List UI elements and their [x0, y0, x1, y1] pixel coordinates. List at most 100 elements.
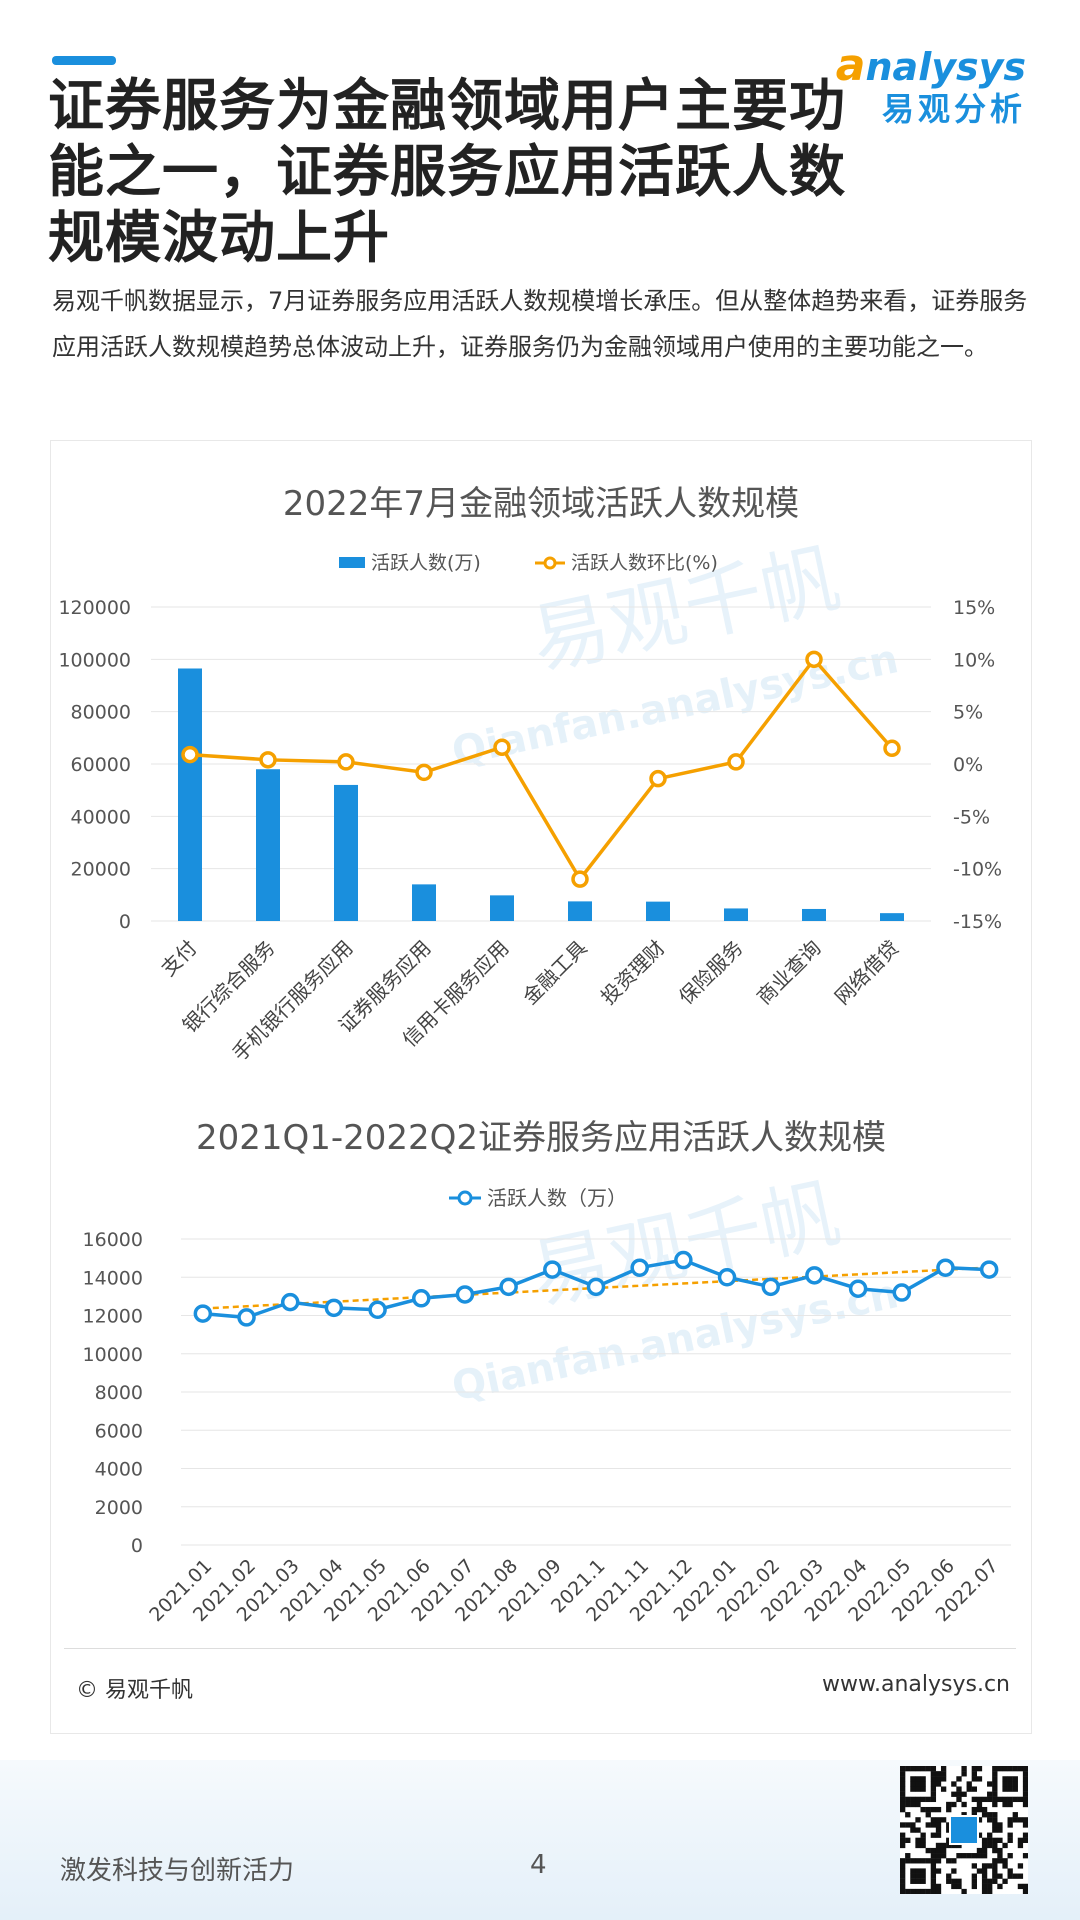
chart1-xlabel: 支付 [156, 936, 201, 981]
qr-module [910, 1858, 916, 1864]
chart1-ratio-point [883, 739, 901, 758]
qr-module [930, 1781, 937, 1787]
qr-module [976, 1817, 983, 1823]
qr-module [900, 1842, 906, 1849]
qr-module [971, 1766, 977, 1772]
chart1-y2tick: 10% [953, 649, 995, 671]
qr-module [1022, 1837, 1028, 1843]
qr-module [976, 1801, 983, 1808]
qr-module [910, 1801, 916, 1808]
qr-module [956, 1883, 962, 1890]
qr-module [900, 1863, 906, 1869]
qr-module [1002, 1786, 1008, 1792]
chart1-ratio-point [649, 769, 667, 788]
qr-module [920, 1786, 926, 1792]
qr-module [1012, 1817, 1018, 1823]
logo-english: nalysys [865, 45, 1027, 89]
qr-module [930, 1771, 937, 1777]
chart1-y2tick: -10% [953, 859, 1002, 881]
qr-module [905, 1812, 911, 1818]
qr-module [935, 1842, 942, 1849]
chart1-bar [178, 668, 202, 921]
qr-module [981, 1868, 988, 1874]
qr-module [997, 1766, 1003, 1772]
chart2-point [499, 1277, 518, 1297]
qr-module [920, 1842, 926, 1849]
qr-code-icon[interactable] [900, 1766, 1028, 1894]
qr-module [992, 1837, 998, 1843]
qr-module [946, 1822, 952, 1828]
qr-module [992, 1822, 998, 1828]
qr-module [920, 1873, 926, 1879]
qr-module [992, 1847, 998, 1854]
qr-module [956, 1853, 962, 1859]
qr-module [946, 1858, 952, 1864]
chart1-bar [412, 884, 436, 921]
legend-bar-swatch [339, 557, 365, 568]
chart1-xlabel: 金融工具 [518, 936, 592, 1010]
qr-module [961, 1801, 967, 1808]
qr-module [1002, 1766, 1008, 1772]
qr-module [981, 1883, 988, 1890]
chart1-xlabel: 网络借贷 [830, 936, 904, 1010]
qr-module [961, 1771, 967, 1777]
qr-module [930, 1847, 937, 1854]
qr-module [915, 1786, 921, 1792]
qr-module [971, 1812, 977, 1818]
qr-module [930, 1766, 937, 1772]
qr-module [935, 1832, 942, 1838]
chart2-title: 2021Q1-2022Q2证券服务应用活跃人数规模 [196, 1118, 886, 1158]
qr-module [961, 1812, 967, 1818]
logo-initial: a [835, 40, 866, 91]
qr-module [930, 1868, 937, 1874]
qr-module [915, 1842, 921, 1849]
footer-divider [64, 1648, 1016, 1649]
qr-module [930, 1863, 937, 1869]
qr-module [920, 1888, 926, 1894]
chart2-ytick: 14000 [83, 1267, 143, 1289]
chart1-bar [802, 908, 826, 921]
website-link[interactable]: www.analysys.cn [822, 1672, 1010, 1697]
qr-module [900, 1791, 906, 1797]
qr-module [1017, 1817, 1024, 1823]
chart2-point [674, 1250, 693, 1270]
qr-module [992, 1796, 998, 1803]
qr-module [935, 1868, 942, 1874]
qr-module [910, 1878, 916, 1884]
qr-module [971, 1863, 977, 1869]
qr-module [900, 1837, 906, 1843]
qr-module [930, 1873, 937, 1879]
qr-module [905, 1822, 911, 1828]
chart2-legend: 活跃人数（万） [449, 1186, 627, 1210]
qr-module [1002, 1878, 1008, 1884]
legend-line-label: 活跃人数环比(%) [571, 552, 718, 574]
chart1-bar [334, 784, 358, 921]
qr-module [976, 1776, 983, 1782]
qr-module [992, 1812, 998, 1818]
chart1-bar [880, 913, 904, 921]
qr-module [992, 1863, 998, 1869]
qr-module [1007, 1786, 1013, 1792]
qr-module [1007, 1868, 1013, 1874]
chart1-title: 2022年7月金融领域活跃人数规模 [283, 484, 799, 524]
qr-module [1002, 1842, 1008, 1849]
qr-module [1022, 1786, 1028, 1792]
qr-module [981, 1796, 988, 1803]
qr-module [915, 1827, 921, 1833]
qr-module [997, 1858, 1003, 1864]
qr-module [900, 1832, 906, 1838]
qr-module [992, 1878, 998, 1884]
chart2-point [543, 1260, 562, 1279]
qr-module [940, 1842, 947, 1849]
qr-module [935, 1827, 942, 1833]
qr-module [915, 1796, 921, 1803]
legend-line-marker [543, 556, 557, 570]
qr-module [920, 1837, 926, 1843]
qr-module [925, 1847, 931, 1854]
qr-module [997, 1827, 1003, 1833]
qr-module [910, 1766, 916, 1772]
chart2-ytick: 6000 [95, 1420, 143, 1442]
qr-module [1007, 1801, 1013, 1808]
qr-module [946, 1806, 952, 1813]
qr-module [915, 1858, 921, 1864]
